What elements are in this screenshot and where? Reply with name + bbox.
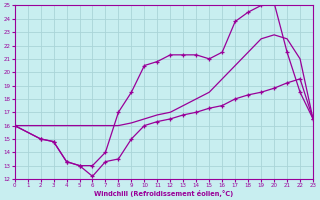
X-axis label: Windchill (Refroidissement éolien,°C): Windchill (Refroidissement éolien,°C) [94, 190, 234, 197]
